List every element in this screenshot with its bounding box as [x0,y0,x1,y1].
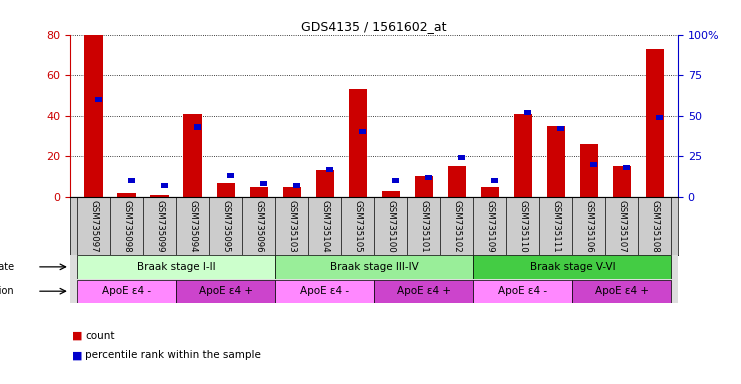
Bar [250,187,268,197]
Text: GSM735103: GSM735103 [288,200,296,252]
Bar [425,175,432,180]
Bar [77,280,176,303]
Bar [216,182,235,197]
Bar [118,193,136,197]
Text: ApoE ε4 -: ApoE ε4 - [498,286,548,296]
Bar [176,280,275,303]
Text: disease state: disease state [0,262,14,272]
Text: GSM735096: GSM735096 [254,200,263,252]
Text: ■: ■ [72,331,82,341]
Text: GSM735095: GSM735095 [221,200,230,252]
Text: ApoE ε4 -: ApoE ε4 - [102,286,151,296]
Bar [623,165,631,170]
Bar [260,181,268,186]
Text: Braak stage I-II: Braak stage I-II [137,262,216,272]
Bar [572,280,671,303]
Bar [161,183,168,188]
Bar [293,183,300,188]
Text: GSM735109: GSM735109 [485,200,494,252]
Bar [657,115,663,120]
Text: ApoE ε4 +: ApoE ε4 + [595,286,649,296]
Bar [473,255,671,278]
Bar [473,280,572,303]
Text: GSM735111: GSM735111 [551,200,560,252]
Bar [128,178,135,183]
Text: GSM735098: GSM735098 [122,200,131,252]
Bar [448,166,466,197]
Bar [514,114,532,197]
Bar [646,49,664,197]
Text: GSM735107: GSM735107 [617,200,626,252]
Text: GSM735099: GSM735099 [155,200,164,252]
Text: percentile rank within the sample: percentile rank within the sample [85,350,261,360]
Bar [282,187,301,197]
Bar [77,255,275,278]
Text: Braak stage V-VI: Braak stage V-VI [530,262,615,272]
Bar [557,126,565,131]
Bar [579,144,598,197]
Bar [481,187,499,197]
Text: count: count [85,331,115,341]
Text: GSM735094: GSM735094 [188,200,197,252]
Text: GSM735108: GSM735108 [651,200,659,252]
Bar [326,167,333,172]
Bar [359,129,366,134]
Bar [374,280,473,303]
Text: GSM735106: GSM735106 [585,200,594,252]
Bar [150,195,169,197]
Bar [316,170,333,197]
Bar [547,126,565,197]
Bar [194,124,201,129]
Bar [275,255,473,278]
Text: genotype/variation: genotype/variation [0,286,14,296]
Bar [590,162,597,167]
Text: ApoE ε4 -: ApoE ε4 - [300,286,349,296]
Bar [382,191,400,197]
Text: GSM735105: GSM735105 [353,200,362,252]
Bar [348,89,367,197]
Title: GDS4135 / 1561602_at: GDS4135 / 1561602_at [302,20,447,33]
Text: GSM735102: GSM735102 [452,200,461,252]
Bar [275,280,374,303]
Bar [392,178,399,183]
Text: GSM735097: GSM735097 [89,200,98,252]
Text: GSM735101: GSM735101 [419,200,428,252]
Text: Braak stage III-IV: Braak stage III-IV [330,262,419,272]
Text: GSM735104: GSM735104 [320,200,329,252]
Bar [415,177,433,197]
Bar [491,178,499,183]
Text: GSM735110: GSM735110 [518,200,528,252]
Bar [524,110,531,115]
Bar [458,155,465,161]
Bar [95,97,102,102]
Bar [84,35,102,197]
Bar [613,166,631,197]
Bar [227,173,234,178]
Text: ApoE ε4 +: ApoE ε4 + [199,286,253,296]
Text: ApoE ε4 +: ApoE ε4 + [396,286,451,296]
Text: GSM735100: GSM735100 [386,200,395,252]
Text: ■: ■ [72,350,82,360]
Bar [184,114,202,197]
